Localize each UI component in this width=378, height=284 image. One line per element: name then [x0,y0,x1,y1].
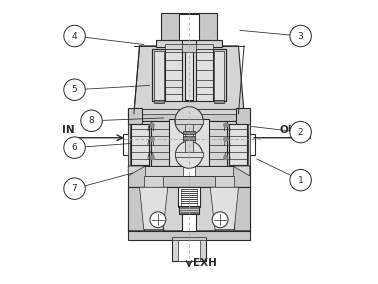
Circle shape [290,121,311,143]
Text: 3: 3 [298,32,304,41]
FancyBboxPatch shape [128,124,130,165]
FancyBboxPatch shape [172,237,206,239]
FancyBboxPatch shape [183,108,195,176]
FancyBboxPatch shape [183,131,195,134]
Text: IN: IN [62,125,74,135]
Circle shape [223,123,228,127]
Text: 1: 1 [298,176,304,185]
FancyBboxPatch shape [128,187,250,231]
FancyBboxPatch shape [183,136,195,140]
Polygon shape [210,187,239,229]
FancyBboxPatch shape [234,187,250,231]
FancyBboxPatch shape [128,108,143,124]
FancyBboxPatch shape [156,40,222,47]
Text: EXH: EXH [193,258,217,268]
Circle shape [223,155,228,160]
FancyBboxPatch shape [213,49,226,101]
FancyBboxPatch shape [169,119,209,166]
FancyBboxPatch shape [179,14,199,40]
FancyBboxPatch shape [128,187,144,231]
FancyBboxPatch shape [161,13,217,42]
Circle shape [223,137,228,141]
FancyBboxPatch shape [165,44,213,49]
Circle shape [290,170,311,191]
Text: 8: 8 [88,116,94,125]
Circle shape [64,79,85,101]
Circle shape [81,110,102,131]
Polygon shape [227,121,250,166]
FancyBboxPatch shape [214,51,224,100]
FancyBboxPatch shape [182,214,196,231]
Circle shape [175,141,203,168]
FancyBboxPatch shape [214,100,224,103]
Polygon shape [139,187,168,229]
FancyBboxPatch shape [131,124,149,165]
FancyBboxPatch shape [139,109,239,114]
Circle shape [64,25,85,47]
Polygon shape [128,121,151,166]
Polygon shape [128,166,145,176]
Text: 6: 6 [72,143,77,152]
Circle shape [290,25,311,47]
FancyBboxPatch shape [185,49,193,100]
FancyBboxPatch shape [179,206,199,214]
FancyBboxPatch shape [154,100,164,103]
Text: 4: 4 [72,32,77,41]
FancyBboxPatch shape [229,124,247,165]
FancyBboxPatch shape [175,152,203,157]
FancyBboxPatch shape [151,121,227,166]
Text: 5: 5 [72,85,77,94]
FancyBboxPatch shape [248,133,256,155]
Polygon shape [215,176,234,187]
FancyBboxPatch shape [154,51,164,100]
FancyBboxPatch shape [128,229,250,239]
Text: 2: 2 [298,128,304,137]
Polygon shape [128,166,250,187]
Circle shape [175,107,203,135]
Circle shape [150,212,166,228]
FancyBboxPatch shape [163,187,215,231]
FancyBboxPatch shape [182,40,196,101]
FancyBboxPatch shape [144,187,163,231]
FancyBboxPatch shape [122,133,130,155]
FancyBboxPatch shape [145,166,233,176]
Circle shape [64,137,85,158]
Text: 7: 7 [72,184,77,193]
Text: OUT: OUT [279,125,304,135]
FancyBboxPatch shape [182,44,196,52]
FancyBboxPatch shape [248,124,250,165]
Circle shape [150,123,155,127]
Circle shape [212,212,228,228]
FancyBboxPatch shape [152,49,165,101]
FancyBboxPatch shape [175,119,203,124]
FancyBboxPatch shape [185,122,193,155]
FancyBboxPatch shape [178,187,200,207]
Polygon shape [144,176,163,187]
FancyBboxPatch shape [172,238,206,261]
Circle shape [64,178,85,199]
Polygon shape [134,46,244,114]
Circle shape [150,137,155,141]
FancyBboxPatch shape [235,108,250,124]
FancyBboxPatch shape [178,239,200,261]
FancyBboxPatch shape [128,110,250,121]
FancyBboxPatch shape [152,49,226,101]
Polygon shape [233,166,250,176]
FancyBboxPatch shape [168,40,210,45]
FancyBboxPatch shape [215,187,234,231]
Circle shape [150,155,155,160]
